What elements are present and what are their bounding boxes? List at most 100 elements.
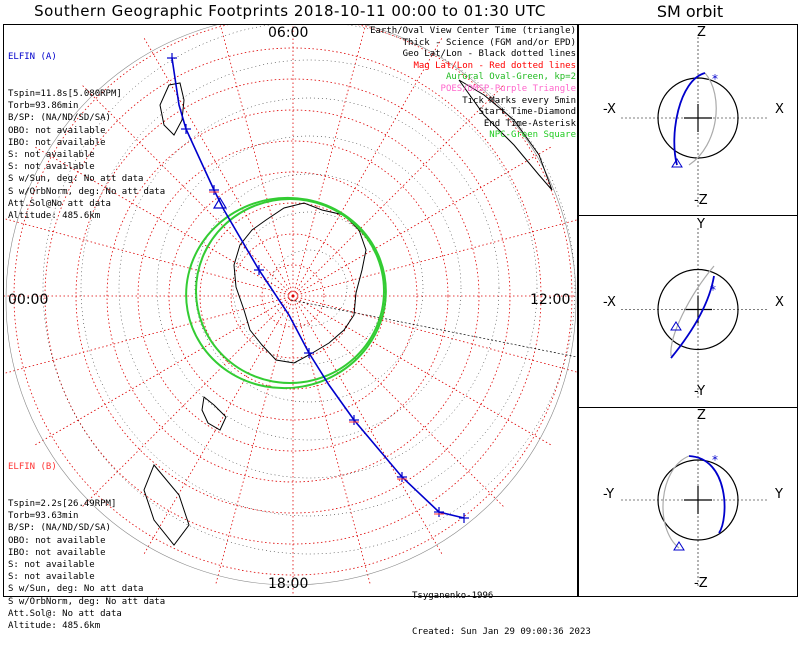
mag-lat-ring [137,140,449,452]
south-america-coastline [159,82,185,136]
orbit-triangle [670,321,682,331]
elfin-b-line: S w/Sun, deg: No att data [8,584,144,595]
legend-entry: Tick Marks every 5min [462,95,576,106]
elfin-a-line: B/SP: (NA/ND/SD/SA) [8,113,111,124]
auroral-oval-inner [195,198,385,384]
geo-lat-ring [270,249,348,327]
sm0-label-right: X [775,102,784,117]
polar-map [4,25,577,596]
elfin-a-line: S w/Sun, deg: No att data [8,174,144,185]
sm0-label-left: -X [603,102,616,117]
end-asterisk: * [712,72,718,86]
orbit-trace-blue [670,275,715,359]
mag-meridian [292,295,554,447]
sm2-label-bottom: -Z [694,576,708,591]
elfin-b-line: Torb=93.63min [8,511,79,522]
peninsula-coastline [201,396,227,431]
geo-lat-ring [80,59,538,517]
legend-entry: Geo Lat/Lon - Black dotted lines [402,49,576,60]
view-center-triangle [212,196,228,209]
orbit-trace-blue [673,72,706,166]
sm1-label-bottom: -Y [694,384,706,399]
sm1-label-top: Y [697,217,705,232]
sm1-label-right: X [775,295,784,310]
sm-panel-yz: * [621,420,767,588]
elfin-b-line: S: not available [8,559,95,570]
orbit-trace-grey [688,72,717,166]
elfin-b-line: S: not available [8,572,95,583]
clock-label-left: 00:00 [8,292,49,308]
elfin-a-line: Altitude: 485.6km [8,210,101,221]
elfin-a-line: S: not available [8,149,95,160]
elfin-a-info: ELFIN (A) Tspin=11.8s[5.080RPM] Torb=93.8… [8,27,165,220]
legend-entry: Mag Lat/Lon - Red dotted lines [413,60,576,71]
legend-entry: NPC-Green Square [489,130,576,141]
legend-entry: POES/DMSP-Purple Triangle [440,83,576,94]
mag-meridian [292,295,506,509]
mag-meridian [214,295,294,586]
elfin-a-line: S: not available [8,162,95,173]
clock-label-bottom: 18:00 [268,576,309,592]
geo-lat-ring [156,135,462,441]
sm2-label-right: Y [775,487,783,502]
orbit-triangle [673,541,685,551]
clock-label-top: 06:00 [268,25,309,41]
mag-lat-ring [261,264,325,328]
end-asterisk: * [712,453,718,467]
sm0-label-bottom: -Z [694,193,708,208]
mag-meridian [292,219,577,297]
created-label: Created: Sun Jan 29 09:00:36 2023 [412,627,591,637]
mag-meridian [142,295,294,557]
legend-entry: End Time-Asterisk [483,118,576,129]
plot-title: Southern Geographic Footprints 2018-10-1… [34,2,546,20]
sm1-label-left: -X [603,295,616,310]
orbit-trace-grey [662,455,690,549]
legend-entry: Thick - Science (FGM and/or EPD) [402,37,576,48]
elfin-a-line: Att.Sol@No att data [8,198,111,209]
mag-meridian [219,25,294,297]
auroral-oval-outer [185,196,387,390]
elfin-a-name: ELFIN (A) [8,52,57,63]
orbit-triangle [671,158,683,168]
geo-lat-ring [232,211,386,365]
sm-panel-yz-frame [578,407,798,597]
map-frame [3,24,578,597]
legend-entry: Earth/Oval View Center Time (triangle) [370,26,576,36]
map-legend: Earth/Oval View Center Time (triangle) Th… [370,26,576,142]
clock-label-right: 12:00 [530,292,571,308]
elfin-b-line: S w/OrbNorm, deg: No att data [8,596,166,607]
elfin-b-info: ELFIN (B) Tspin=2.2s[26.49RPM] Torb=93.63… [8,437,165,630]
australia-coastline [458,79,553,191]
map-boundary [5,25,577,586]
geo-lat-ring [118,97,500,479]
elfin-a-line: OBO: not available [8,125,106,136]
sm-orbit-title: SM orbit [656,2,724,21]
elfin-a-line: Tspin=11.8s[5.080RPM] [8,89,122,99]
mag-lat-ring [13,25,573,576]
mag-meridian [292,145,554,297]
elfin-b-line: Altitude: 485.6km [8,620,101,631]
elfin-b-line: Tspin=2.2s[26.49RPM] [8,499,117,509]
mag-meridian [32,295,294,447]
orbit-trace-grey [670,265,715,357]
end-asterisk: * [710,283,716,297]
elfin-b-line: Att.Sol@: No att data [8,608,122,619]
noon-meridian-line [290,299,577,358]
elfin-a-line: Torb=93.86min [8,101,79,112]
sm2-label-left: -Y [603,487,615,502]
antarctica-coastline [233,202,367,364]
sm-panel-xy: * [621,228,767,399]
elfin-b-line: IBO: not available [8,547,106,558]
elfin-a-line: IBO: not available [8,137,106,148]
sm-panel-xz: * [621,37,767,207]
mag-lat-ring [106,109,480,483]
elfin-a-line: S w/OrbNorm, deg: No att data [8,186,166,197]
sm0-label-top: Z [697,25,706,40]
africa-coastline [143,464,190,546]
legend-entry: Start Time-Diamond [478,107,576,118]
footer: Tsyganenko-1996 Created: Sun Jan 29 09:0… [412,566,591,650]
legend-entry: Auroral Oval-Green, kp=2 [445,72,576,83]
mag-meridian [292,295,372,586]
elfin-b-name: ELFIN (B) [8,462,57,473]
orbit-trace-blue [688,455,726,534]
